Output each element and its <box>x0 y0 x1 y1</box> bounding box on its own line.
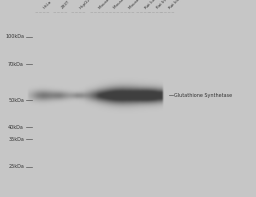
Text: 40kDa: 40kDa <box>8 125 24 130</box>
Text: 100kDa: 100kDa <box>5 34 24 39</box>
Text: 35kDa: 35kDa <box>8 137 24 142</box>
Text: 25kDa: 25kDa <box>8 164 24 169</box>
Text: HeLa: HeLa <box>43 0 53 10</box>
Text: Rat liver: Rat liver <box>156 0 171 10</box>
Text: 50kDa: 50kDa <box>8 98 24 103</box>
Text: 293T: 293T <box>61 0 71 10</box>
Text: Mouse kidney: Mouse kidney <box>128 0 151 10</box>
Text: 70kDa: 70kDa <box>8 62 24 67</box>
Text: Rat lung: Rat lung <box>144 0 159 10</box>
Text: Glutathione Synthetase: Glutathione Synthetase <box>174 93 232 98</box>
Text: HepG2: HepG2 <box>79 0 92 10</box>
Text: Mouse liver: Mouse liver <box>113 0 132 10</box>
Text: Rat kidney: Rat kidney <box>168 0 186 10</box>
Text: Mouse lung: Mouse lung <box>98 0 118 10</box>
